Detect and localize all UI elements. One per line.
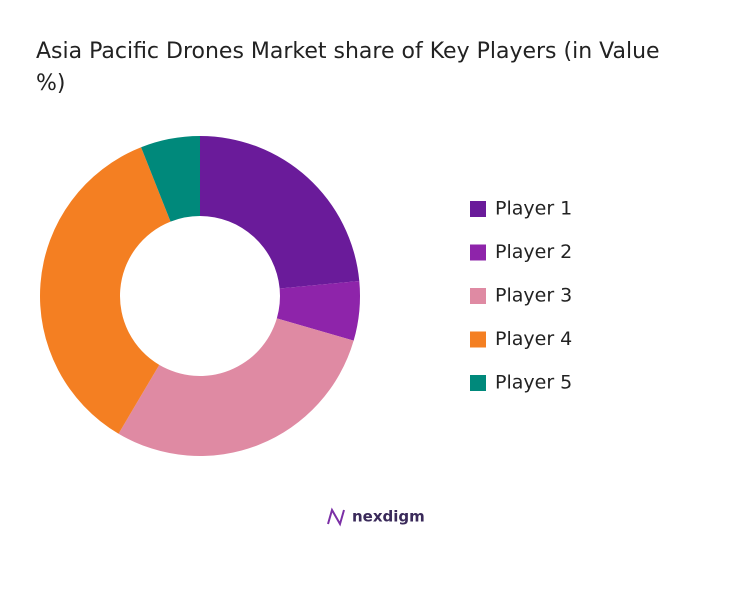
slice bbox=[118, 318, 354, 456]
legend-label: Player 1 bbox=[495, 198, 572, 220]
legend-swatch bbox=[470, 244, 486, 261]
legend-swatch bbox=[470, 375, 486, 391]
slice bbox=[276, 280, 361, 341]
slice bbox=[141, 136, 200, 222]
logo-text: nexdigm bbox=[352, 508, 425, 526]
chart-title: Asia Pacific Drones Market share of Key … bbox=[36, 39, 660, 96]
legend-swatch bbox=[470, 201, 486, 217]
legend-label: Player 5 bbox=[495, 372, 572, 394]
logo-icon bbox=[327, 507, 345, 527]
legend-label: Player 4 bbox=[495, 328, 572, 350]
slice bbox=[39, 147, 171, 434]
legend-label: Player 3 bbox=[495, 285, 572, 307]
legend-swatch bbox=[470, 288, 486, 304]
slice bbox=[200, 136, 360, 289]
legend-label: Player 2 bbox=[495, 241, 572, 263]
legend-swatch bbox=[470, 331, 486, 348]
